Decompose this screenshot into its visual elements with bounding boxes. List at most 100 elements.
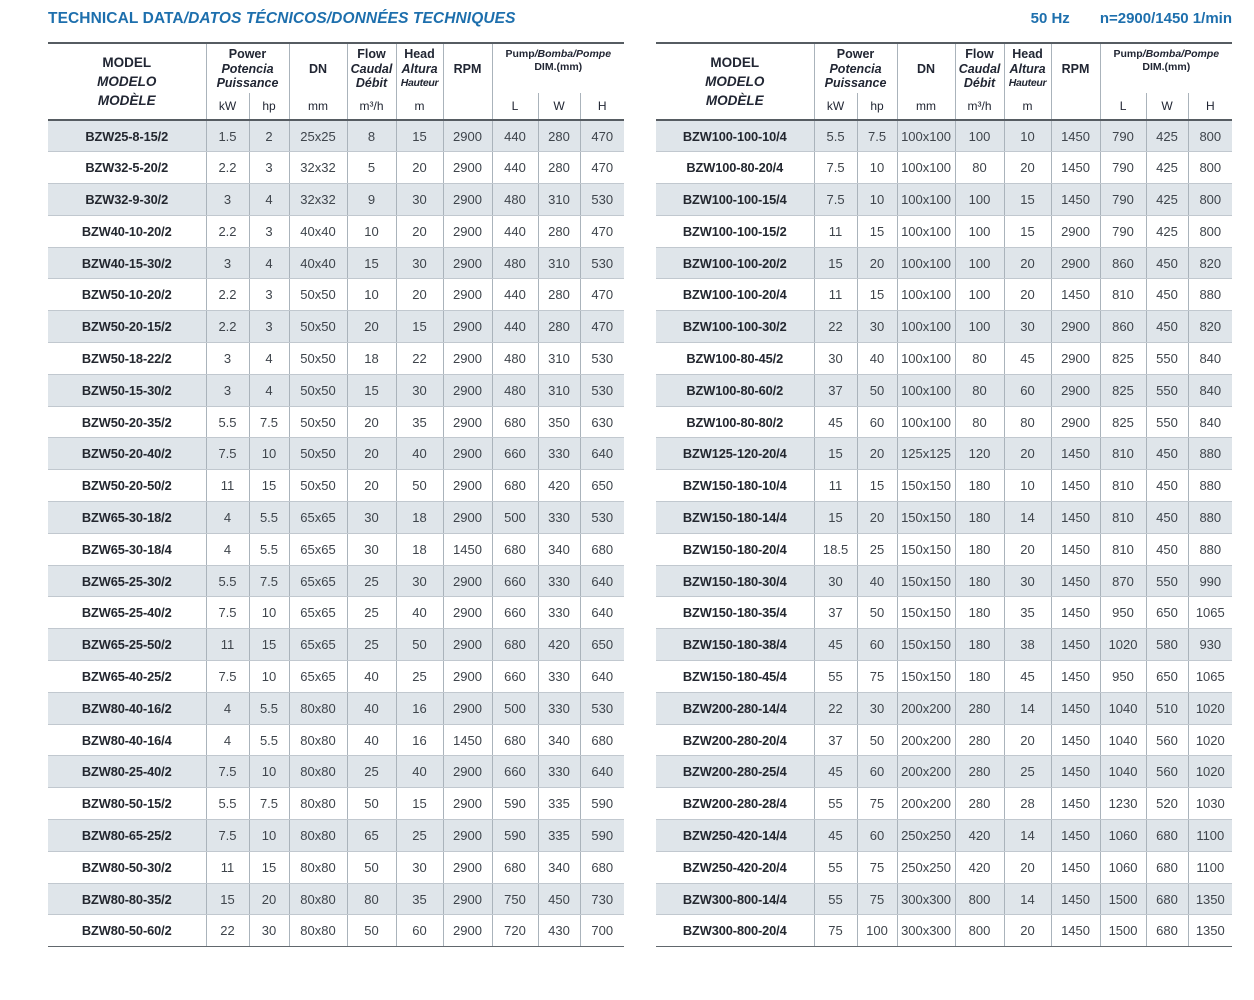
model-cell: BZW125-120-20/4 [656, 437, 815, 471]
value-cell: 1450 [1051, 120, 1101, 153]
value-cell: 200x200 [897, 787, 956, 821]
value-cell: 520 [1146, 787, 1189, 821]
value-cell: 100x100 [897, 247, 956, 280]
value-cell: 4 [206, 692, 250, 725]
value-cell: 20 [1004, 151, 1052, 185]
value-cell: 40 [347, 724, 397, 757]
value-cell: 1020 [1188, 692, 1233, 725]
value-cell: 650 [580, 628, 625, 662]
value-cell: 2900 [443, 819, 493, 852]
value-cell: 310 [538, 342, 581, 375]
value-cell: 470 [580, 120, 625, 153]
value-cell: 35 [396, 406, 444, 439]
value-cell: 1230 [1100, 787, 1147, 821]
value-cell: 8 [347, 120, 397, 153]
value-cell: 180 [955, 501, 1005, 534]
value-cell: 700 [580, 914, 625, 948]
value-cell: 2900 [443, 914, 493, 948]
table-row: BZW150-180-14/4 15 20 150x150 180 14 1450 810 45… [656, 501, 1233, 534]
value-cell: 55 [814, 787, 858, 821]
value-cell: 180 [955, 469, 1005, 503]
value-cell: 25 [1004, 755, 1052, 789]
value-cell: 9 [347, 183, 397, 216]
value-cell: 10 [1004, 120, 1052, 153]
value-cell: 2900 [443, 660, 493, 693]
value-cell: 15 [1004, 183, 1052, 216]
model-cell: BZW150-180-38/4 [656, 628, 815, 662]
value-cell: 680 [492, 406, 539, 439]
value-cell: 30 [1004, 565, 1052, 598]
value-cell: 65x65 [289, 628, 348, 662]
page-title-main: TECHNICAL DATA [48, 10, 184, 27]
value-cell: 510 [1146, 692, 1189, 725]
table-row: BZW65-25-30/2 5.5 7.5 65x65 25 30 2900 660 330 64… [48, 565, 625, 598]
value-cell: 590 [492, 819, 539, 852]
unit-w: W [538, 93, 581, 120]
value-cell: 1450 [1051, 469, 1101, 503]
col-header-rpm: RPM [443, 43, 493, 93]
value-cell: 30 [857, 310, 898, 344]
value-cell: 660 [492, 660, 539, 693]
value-cell: 1450 [1051, 692, 1101, 725]
value-cell: 75 [857, 883, 898, 916]
value-cell: 2900 [443, 151, 493, 185]
col-header-rpm: RPM [1051, 43, 1101, 93]
value-cell: 680 [580, 533, 625, 566]
value-cell: 2900 [443, 596, 493, 630]
value-cell: 1020 [1188, 755, 1233, 789]
value-cell: 10 [249, 596, 290, 630]
value-cell: 15 [396, 120, 444, 153]
value-cell: 450 [1146, 501, 1189, 534]
value-cell: 2900 [443, 692, 493, 725]
value-cell: 4 [249, 374, 290, 407]
value-cell: 300x300 [897, 914, 956, 948]
table-header: MODEL MODELO MODÈLE Power Potencia Puiss… [48, 43, 625, 120]
value-cell: 60 [857, 819, 898, 852]
value-cell: 1450 [1051, 501, 1101, 534]
model-cell: BZW200-280-20/4 [656, 724, 815, 757]
value-cell: 7.5 [814, 183, 858, 216]
table-row: BZW150-180-10/4 11 15 150x150 180 10 1450 810 45… [656, 469, 1233, 503]
value-cell: 5.5 [206, 406, 250, 439]
unit-hp: hp [857, 93, 898, 120]
value-cell: 10 [1004, 469, 1052, 503]
value-cell: 310 [538, 183, 581, 216]
table-row: BZW100-100-10/4 5.5 7.5 100x100 100 10 1450 790… [656, 120, 1233, 153]
model-cell: BZW80-50-60/2 [48, 914, 207, 948]
table-row: BZW125-120-20/4 15 20 125x125 120 20 1450 810 45… [656, 437, 1233, 471]
table-row: BZW100-80-60/2 37 50 100x100 80 60 2900 825 550 8… [656, 374, 1233, 407]
value-cell: 480 [492, 183, 539, 216]
value-cell: 800 [1188, 183, 1233, 216]
value-cell: 2.2 [206, 215, 250, 248]
value-cell: 28 [1004, 787, 1052, 821]
value-cell: 2900 [443, 247, 493, 280]
value-cell: 450 [1146, 469, 1189, 503]
model-cell: BZW150-180-45/4 [656, 660, 815, 693]
unit-hp: hp [249, 93, 290, 120]
value-cell: 15 [396, 787, 444, 821]
model-cell: BZW32-9-30/2 [48, 183, 207, 216]
value-cell: 2900 [443, 278, 493, 312]
value-cell: 100x100 [897, 406, 956, 439]
table-row: BZW80-65-25/2 7.5 10 80x80 65 25 2900 590 335 590 [48, 819, 625, 852]
value-cell: 200x200 [897, 724, 956, 757]
value-cell: 25x25 [289, 120, 348, 153]
value-cell: 470 [580, 151, 625, 185]
value-cell: 680 [492, 533, 539, 566]
value-cell: 450 [1146, 310, 1189, 344]
value-cell: 150x150 [897, 501, 956, 534]
value-cell: 75 [814, 914, 858, 948]
value-cell: 330 [538, 692, 581, 725]
value-cell: 20 [1004, 437, 1052, 471]
value-cell: 150x150 [897, 660, 956, 693]
value-cell: 750 [492, 883, 539, 916]
value-cell: 860 [1100, 247, 1147, 280]
value-cell: 40 [396, 437, 444, 471]
value-cell: 680 [492, 851, 539, 884]
value-cell: 500 [492, 501, 539, 534]
table-row: BZW32-9-30/2 3 4 32x32 9 30 2900 480 310 530 [48, 183, 625, 216]
value-cell: 180 [955, 565, 1005, 598]
unit-kw: kW [206, 93, 250, 120]
value-cell: 38 [1004, 628, 1052, 662]
value-cell: 680 [492, 469, 539, 503]
